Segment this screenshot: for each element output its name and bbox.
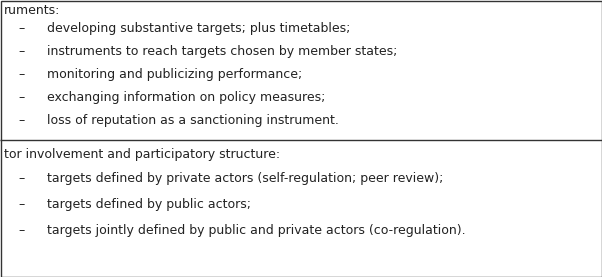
Text: ruments:: ruments: <box>4 4 60 17</box>
Text: –: – <box>18 224 24 237</box>
Text: –: – <box>18 198 24 211</box>
Text: –: – <box>18 91 24 104</box>
Text: instruments to reach targets chosen by member states;: instruments to reach targets chosen by m… <box>47 45 397 58</box>
Text: loss of reputation as a sanctioning instrument.: loss of reputation as a sanctioning inst… <box>47 114 339 127</box>
Text: developing substantive targets; plus timetables;: developing substantive targets; plus tim… <box>47 22 350 35</box>
Text: targets defined by public actors;: targets defined by public actors; <box>47 198 251 211</box>
Text: tor involvement and participatory structure:: tor involvement and participatory struct… <box>4 148 280 161</box>
Text: –: – <box>18 22 24 35</box>
Text: –: – <box>18 114 24 127</box>
Text: –: – <box>18 68 24 81</box>
Text: targets jointly defined by public and private actors (co-regulation).: targets jointly defined by public and pr… <box>47 224 465 237</box>
Text: targets defined by private actors (self-regulation; peer review);: targets defined by private actors (self-… <box>47 172 444 185</box>
Text: –: – <box>18 172 24 185</box>
Text: –: – <box>18 45 24 58</box>
Text: exchanging information on policy measures;: exchanging information on policy measure… <box>47 91 325 104</box>
Text: monitoring and publicizing performance;: monitoring and publicizing performance; <box>47 68 302 81</box>
